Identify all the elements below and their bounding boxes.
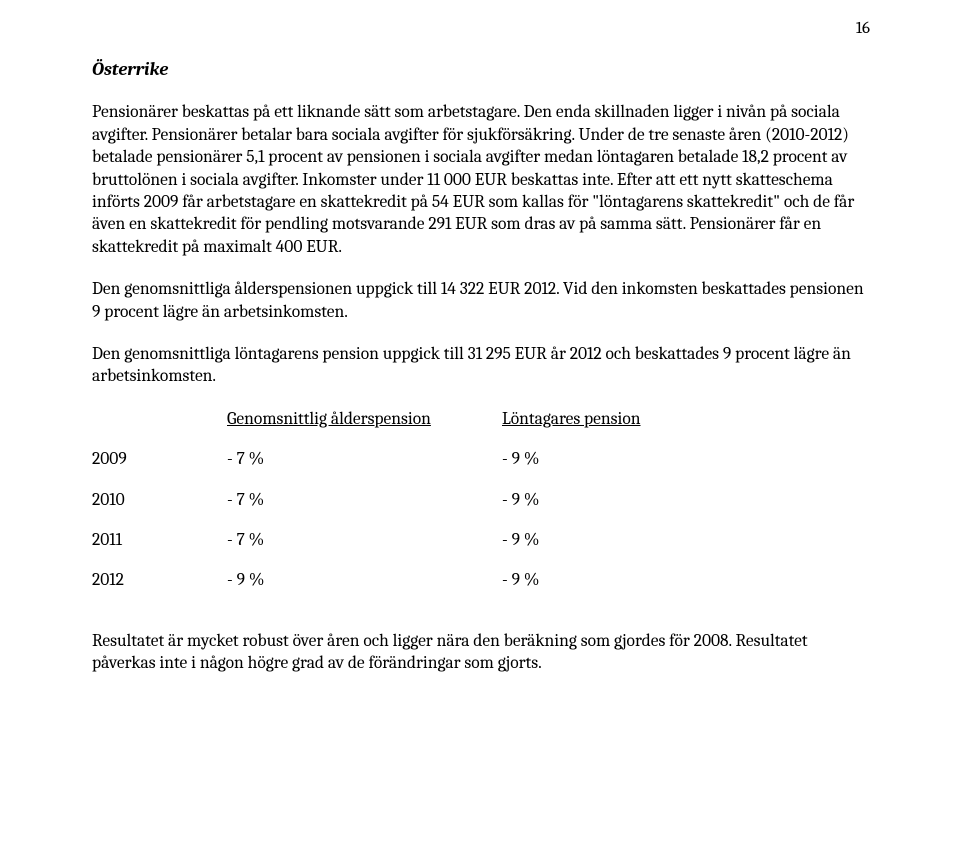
table-row: 2012 - 9 % - 9 % — [92, 569, 641, 609]
table-row: 2011 - 7 % - 9 % — [92, 529, 641, 569]
table-header-row: Genomsnittlig ålderspension Löntagares p… — [92, 408, 641, 448]
table-header-emp: Löntagares pension — [502, 408, 641, 448]
cell-avg: - 7 % — [227, 448, 502, 488]
pension-table: Genomsnittlig ålderspension Löntagares p… — [92, 408, 870, 610]
table-row: 2010 - 7 % - 9 % — [92, 489, 641, 529]
table-header-empty — [92, 408, 227, 448]
section-title: Österrike — [92, 58, 870, 82]
paragraph-3: Den genomsnittliga löntagarens pension u… — [92, 343, 870, 388]
document-page: 16 Österrike Pensionärer beskattas på et… — [0, 0, 960, 674]
paragraph-2: Den genomsnittliga ålderspensionen uppgi… — [92, 278, 870, 323]
cell-emp: - 9 % — [502, 529, 641, 569]
cell-avg: - 7 % — [227, 529, 502, 569]
cell-avg: - 7 % — [227, 489, 502, 529]
cell-year: 2010 — [92, 489, 227, 529]
cell-emp: - 9 % — [502, 489, 641, 529]
cell-emp: - 9 % — [502, 569, 641, 609]
table-header-avg: Genomsnittlig ålderspension — [227, 408, 502, 448]
cell-emp: - 9 % — [502, 448, 641, 488]
page-number: 16 — [92, 18, 870, 40]
cell-year: 2009 — [92, 448, 227, 488]
paragraph-4: Resultatet är mycket robust över åren oc… — [92, 630, 870, 675]
cell-year: 2011 — [92, 529, 227, 569]
cell-year: 2012 — [92, 569, 227, 609]
paragraph-1: Pensionärer beskattas på ett liknande sä… — [92, 101, 870, 258]
cell-avg: - 9 % — [227, 569, 502, 609]
table-row: 2009 - 7 % - 9 % — [92, 448, 641, 488]
